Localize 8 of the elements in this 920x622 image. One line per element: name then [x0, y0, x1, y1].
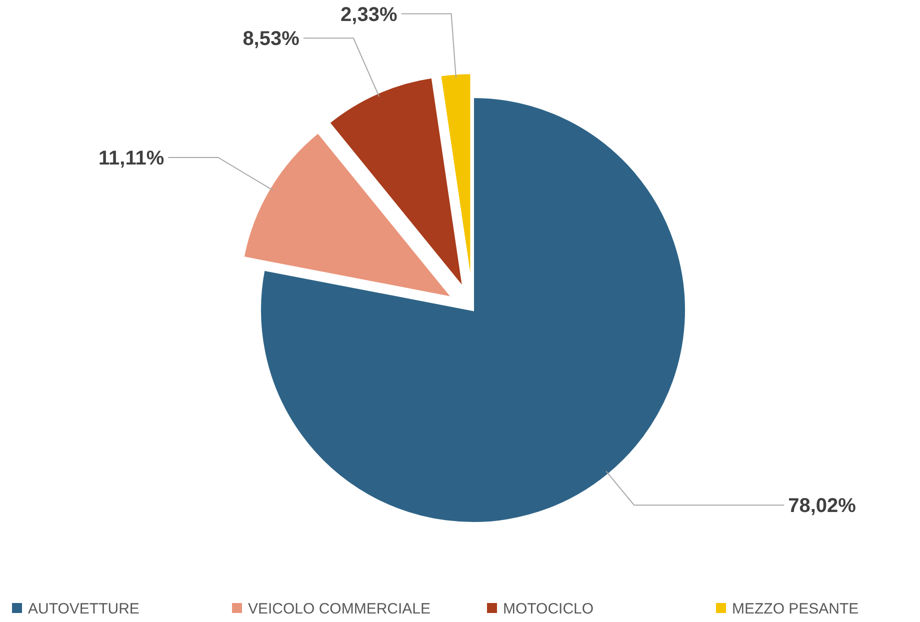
data-label: 8,53% — [242, 28, 300, 50]
data-label: 11,11% — [98, 147, 164, 170]
legend-label: VEICOLO COMMERCIALE — [248, 600, 431, 618]
legend-label: MEZZO PESANTE — [732, 600, 859, 618]
legend-label: MOTOCICLO — [503, 600, 594, 618]
data-label: 78,02% — [788, 495, 856, 518]
legend-label: AUTOVETTURE — [28, 600, 140, 618]
data-label: 2,33% — [340, 4, 398, 26]
